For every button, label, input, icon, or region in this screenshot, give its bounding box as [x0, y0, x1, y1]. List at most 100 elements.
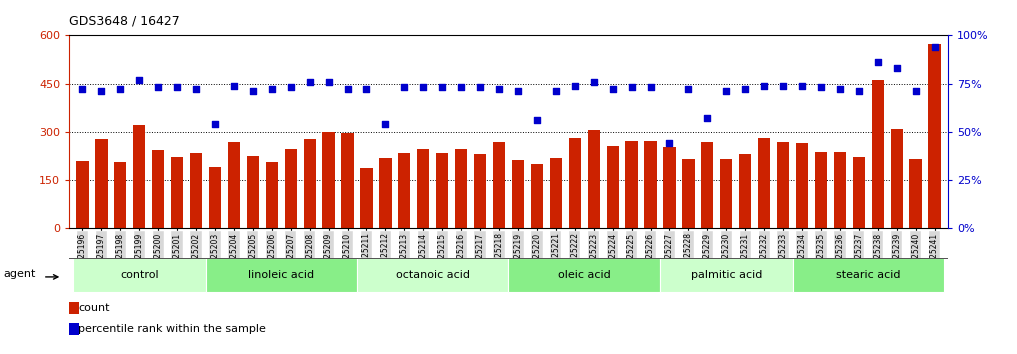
- Bar: [190, 153, 202, 228]
- Bar: [265, 162, 278, 228]
- Bar: [660, 258, 792, 292]
- Point: [206, 121, 223, 127]
- Bar: [76, 161, 88, 228]
- Bar: [247, 156, 259, 228]
- Bar: [929, 44, 941, 228]
- Bar: [69, 323, 79, 335]
- Point: [510, 88, 526, 94]
- Bar: [663, 147, 675, 228]
- Point: [320, 79, 337, 85]
- Bar: [720, 159, 732, 228]
- Point: [775, 83, 791, 88]
- Bar: [852, 157, 865, 228]
- Point: [377, 121, 394, 127]
- Bar: [303, 139, 316, 228]
- Point: [907, 88, 923, 94]
- Bar: [69, 302, 79, 314]
- Point: [283, 85, 299, 90]
- Bar: [834, 152, 846, 228]
- Bar: [815, 152, 827, 228]
- Point: [340, 87, 356, 92]
- Point: [151, 85, 167, 90]
- Bar: [342, 133, 354, 228]
- Bar: [96, 139, 108, 228]
- Point: [529, 118, 545, 123]
- Text: agent: agent: [3, 269, 36, 279]
- Bar: [152, 150, 165, 228]
- Point: [889, 65, 905, 71]
- Bar: [208, 167, 221, 228]
- Text: count: count: [78, 303, 110, 313]
- Point: [415, 85, 431, 90]
- Point: [756, 83, 772, 88]
- Text: palmitic acid: palmitic acid: [691, 270, 762, 280]
- Point: [263, 87, 280, 92]
- Bar: [360, 168, 372, 228]
- Point: [832, 87, 848, 92]
- Bar: [891, 129, 903, 228]
- Bar: [493, 142, 505, 228]
- Point: [870, 59, 886, 65]
- Point: [850, 88, 866, 94]
- Point: [434, 85, 451, 90]
- Bar: [512, 160, 524, 228]
- Bar: [758, 138, 770, 228]
- Bar: [588, 130, 600, 228]
- Point: [604, 87, 620, 92]
- Bar: [114, 162, 126, 228]
- Bar: [739, 154, 752, 228]
- Bar: [399, 153, 411, 228]
- Bar: [228, 142, 240, 228]
- Bar: [205, 258, 357, 292]
- Bar: [322, 132, 335, 228]
- Bar: [417, 149, 429, 228]
- Point: [737, 87, 754, 92]
- Bar: [474, 154, 486, 228]
- Point: [566, 83, 583, 88]
- Point: [548, 88, 564, 94]
- Point: [74, 87, 91, 92]
- Point: [680, 87, 697, 92]
- Point: [623, 85, 640, 90]
- Text: GDS3648 / 16427: GDS3648 / 16427: [69, 14, 180, 27]
- Point: [661, 141, 677, 146]
- Point: [453, 85, 469, 90]
- Text: octanoic acid: octanoic acid: [396, 270, 470, 280]
- Point: [131, 77, 147, 82]
- Bar: [285, 149, 297, 228]
- Point: [188, 87, 204, 92]
- Bar: [73, 258, 205, 292]
- Bar: [357, 258, 508, 292]
- Point: [926, 44, 943, 50]
- Bar: [645, 141, 657, 228]
- Point: [643, 85, 659, 90]
- Bar: [701, 142, 714, 228]
- Point: [169, 85, 185, 90]
- Bar: [796, 143, 809, 228]
- Text: percentile rank within the sample: percentile rank within the sample: [78, 324, 265, 334]
- Bar: [777, 142, 789, 228]
- Bar: [549, 158, 562, 228]
- Bar: [531, 164, 543, 228]
- Point: [700, 115, 716, 121]
- Bar: [606, 146, 618, 228]
- Point: [491, 87, 507, 92]
- Point: [112, 87, 128, 92]
- Point: [94, 88, 110, 94]
- Point: [718, 88, 734, 94]
- Bar: [909, 159, 921, 228]
- Bar: [872, 80, 884, 228]
- Bar: [569, 138, 581, 228]
- Bar: [792, 258, 944, 292]
- Point: [397, 85, 413, 90]
- Bar: [436, 153, 448, 228]
- Point: [226, 83, 242, 88]
- Point: [245, 88, 261, 94]
- Point: [472, 85, 488, 90]
- Text: linoleic acid: linoleic acid: [248, 270, 314, 280]
- Point: [301, 79, 317, 85]
- Bar: [455, 149, 467, 228]
- Bar: [625, 141, 638, 228]
- Text: oleic acid: oleic acid: [558, 270, 610, 280]
- Point: [813, 85, 829, 90]
